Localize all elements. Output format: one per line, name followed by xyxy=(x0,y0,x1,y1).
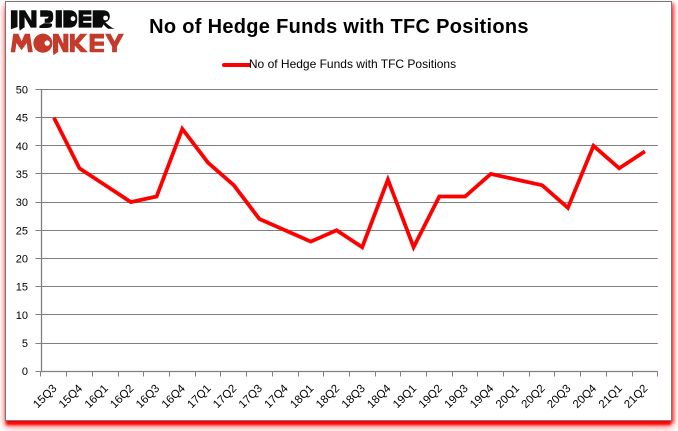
svg-text:16Q1: 16Q1 xyxy=(83,383,111,411)
svg-text:18Q4: 18Q4 xyxy=(365,383,393,411)
svg-text:20Q3: 20Q3 xyxy=(545,383,573,411)
svg-text:21Q1: 21Q1 xyxy=(597,383,625,411)
svg-text:18Q2: 18Q2 xyxy=(314,383,342,411)
svg-text:17Q2: 17Q2 xyxy=(211,383,239,411)
svg-text:45: 45 xyxy=(16,113,28,125)
svg-text:5: 5 xyxy=(22,338,28,350)
svg-text:15Q4: 15Q4 xyxy=(57,383,85,411)
svg-text:35: 35 xyxy=(16,169,28,181)
svg-text:18Q3: 18Q3 xyxy=(340,383,368,411)
svg-text:19Q4: 19Q4 xyxy=(468,383,496,411)
svg-text:17Q3: 17Q3 xyxy=(237,383,265,411)
svg-text:10: 10 xyxy=(16,310,28,322)
svg-text:50: 50 xyxy=(16,84,28,96)
svg-text:19Q2: 19Q2 xyxy=(417,383,445,411)
svg-text:16Q2: 16Q2 xyxy=(108,383,136,411)
svg-text:20Q2: 20Q2 xyxy=(520,383,548,411)
svg-text:25: 25 xyxy=(16,225,28,237)
svg-text:17Q4: 17Q4 xyxy=(263,383,291,411)
svg-text:20Q4: 20Q4 xyxy=(571,383,599,411)
svg-text:19Q3: 19Q3 xyxy=(443,383,471,411)
svg-text:21Q2: 21Q2 xyxy=(622,383,650,411)
svg-text:16Q4: 16Q4 xyxy=(160,383,188,411)
svg-text:18Q1: 18Q1 xyxy=(288,383,316,411)
svg-text:17Q1: 17Q1 xyxy=(185,383,213,411)
svg-text:40: 40 xyxy=(16,141,28,153)
svg-text:15Q3: 15Q3 xyxy=(31,383,59,411)
svg-text:20Q1: 20Q1 xyxy=(494,383,522,411)
svg-text:20: 20 xyxy=(16,254,28,266)
svg-text:19Q1: 19Q1 xyxy=(391,383,419,411)
svg-text:16Q3: 16Q3 xyxy=(134,383,162,411)
svg-text:15: 15 xyxy=(16,282,28,294)
svg-text:0: 0 xyxy=(22,366,28,378)
svg-text:30: 30 xyxy=(16,197,28,209)
